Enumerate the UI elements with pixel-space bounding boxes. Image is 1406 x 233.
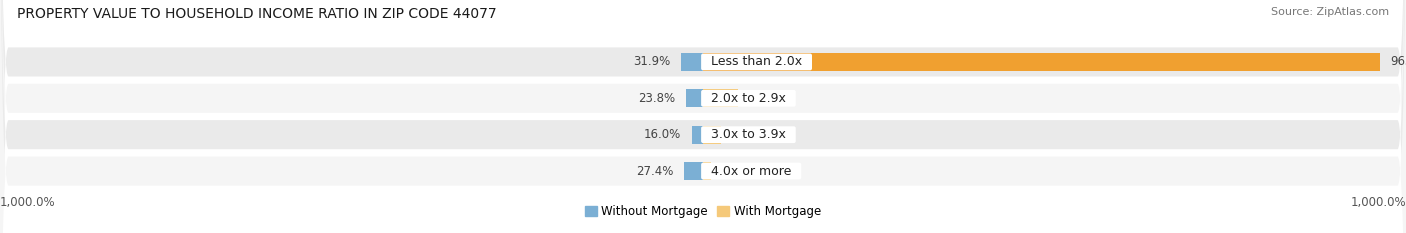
Bar (686, 89, 703, 107)
Text: 2.0x to 2.9x: 2.0x to 2.9x (703, 92, 794, 105)
Bar (703, 53, 1381, 71)
Text: 49.8%: 49.8% (748, 92, 786, 105)
Legend: Without Mortgage, With Mortgage: Without Mortgage, With Mortgage (585, 205, 821, 218)
Text: 3.0x to 3.9x: 3.0x to 3.9x (703, 128, 794, 141)
Text: 1,000.0%: 1,000.0% (1350, 195, 1406, 209)
Text: 1,000.0%: 1,000.0% (0, 195, 56, 209)
Text: 963.1%: 963.1% (1391, 55, 1406, 69)
Bar (692, 126, 703, 144)
Bar (681, 53, 703, 71)
Text: 11.2%: 11.2% (721, 164, 759, 178)
Text: Source: ZipAtlas.com: Source: ZipAtlas.com (1271, 7, 1389, 17)
Bar (703, 126, 721, 144)
Text: 16.0%: 16.0% (644, 128, 682, 141)
Bar (703, 89, 738, 107)
Text: 23.8%: 23.8% (638, 92, 676, 105)
Text: PROPERTY VALUE TO HOUSEHOLD INCOME RATIO IN ZIP CODE 44077: PROPERTY VALUE TO HOUSEHOLD INCOME RATIO… (17, 7, 496, 21)
Bar (683, 162, 703, 180)
Text: Less than 2.0x: Less than 2.0x (703, 55, 810, 69)
Text: 25.0%: 25.0% (731, 128, 768, 141)
Bar (703, 162, 711, 180)
Text: 4.0x or more: 4.0x or more (703, 164, 800, 178)
Text: 31.9%: 31.9% (633, 55, 671, 69)
Text: 27.4%: 27.4% (636, 164, 673, 178)
